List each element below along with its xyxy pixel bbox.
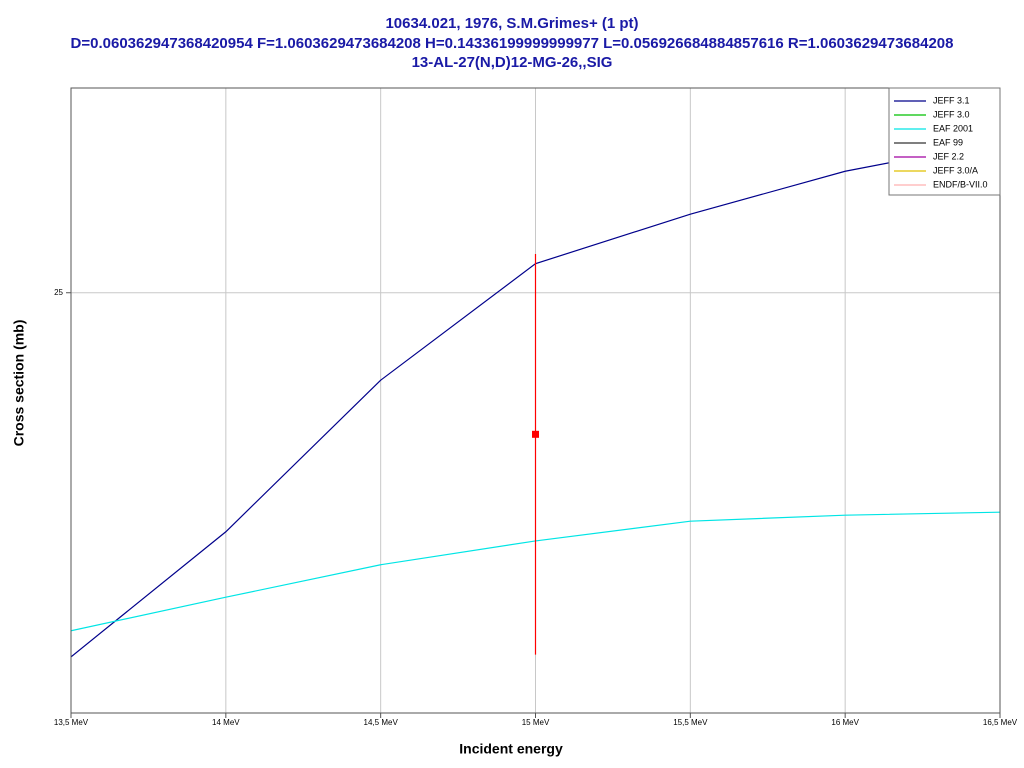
x-tick-label: 16,5 MeV: [983, 718, 1018, 727]
legend-box: [888, 87, 1001, 196]
x-tick-label: 14 MeV: [212, 718, 240, 727]
legend-label: JEFF 3.0/A: [933, 165, 978, 175]
plot-frame: [70, 87, 1001, 714]
y-tick-label: 25: [54, 288, 63, 297]
data-point: [532, 430, 539, 438]
x-tick-label: 16 MeV: [831, 718, 859, 727]
legend-label: JEF 2.2: [933, 151, 964, 161]
y-axis-label: Cross section (mb): [11, 320, 27, 447]
x-axis-label: Incident energy: [459, 741, 563, 757]
legend-label: ENDF/B-VII.0: [933, 179, 988, 189]
grid: 13,5 MeV 14 MeV 14,5 MeV 15 MeV 15,5 MeV 16 M…: [54, 88, 1018, 727]
chart-subtitle: 13-AL-27(N,D)12-MG-26,,SIG: [412, 54, 613, 71]
plot-area: [71, 140, 1000, 658]
legend-label: JEFF 3.1: [933, 95, 970, 105]
x-tick-label: 15,5 MeV: [673, 718, 708, 727]
x-tick-label: 13,5 MeV: [54, 718, 89, 727]
chart-subtitle: D=0.060362947368420954 F=1.0603629473684…: [71, 35, 954, 52]
x-tick-label: 14,5 MeV: [364, 718, 399, 727]
x-tick-label: 15 MeV: [522, 718, 550, 727]
legend-label: EAF 99: [933, 137, 963, 147]
legend: JEFF 3.1 JEFF 3.0 EAF 2001 EAF 99 JEF 2.2 JEF…: [888, 87, 1001, 196]
legend-label: EAF 2001: [933, 123, 973, 133]
legend-label: JEFF 3.0: [933, 109, 970, 119]
chart-title: 10634.021, 1976, S.M.Grimes+ (1 pt): [385, 15, 638, 32]
